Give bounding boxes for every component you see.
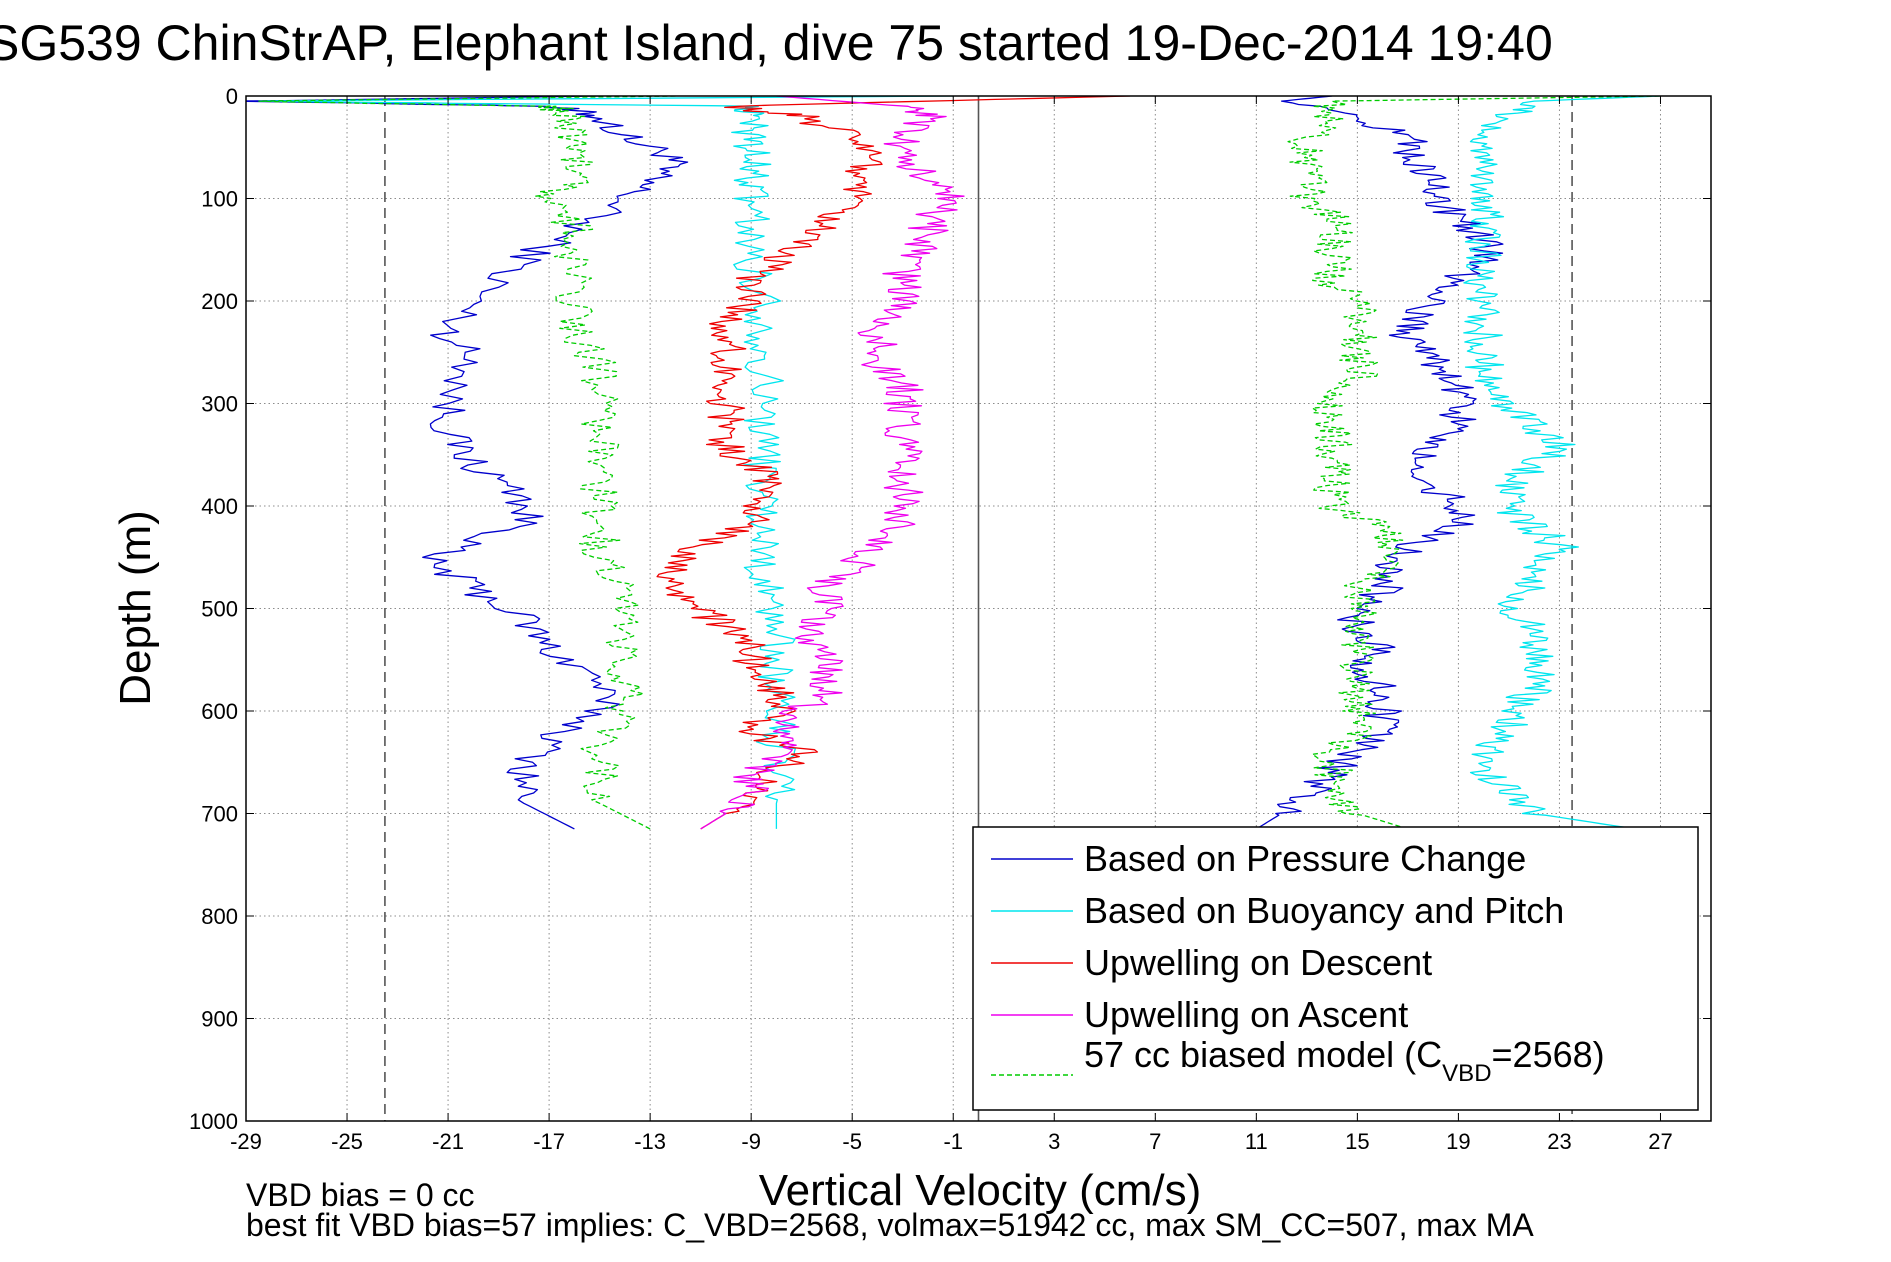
y-tick-label: 100 [201,187,238,212]
legend-label-text: Upwelling on Descent [1084,942,1432,983]
y-tick-label: 600 [201,699,238,724]
series-0 [246,96,1504,830]
legend-label-text: Based on Pressure Change [1084,838,1526,879]
series-4 [258,96,1661,830]
y-tick-label: 400 [201,494,238,519]
x-tick-label: -13 [634,1129,666,1154]
legend-label: Upwelling on Descent [1084,942,1432,983]
series-1 [259,96,1661,830]
chart-title: SG539 ChinStrAP, Elephant Island, dive 7… [0,15,1553,71]
series-2 [656,96,1131,830]
x-axis-label: Vertical Velocity (cm/s) [759,1166,1202,1215]
x-tick-label: -29 [230,1129,262,1154]
x-tick-label: -1 [943,1129,963,1154]
legend-label: 57 cc biased model (CVBD=2568) [1084,1034,1605,1087]
y-tick-label: 500 [201,597,238,622]
x-tick-label: 11 [1245,1129,1268,1154]
y-tick-label: 800 [201,904,238,929]
legend-box [972,826,1699,1111]
x-tick-label: -5 [842,1129,862,1154]
x-tick-label: 3 [1048,1129,1060,1154]
x-tick-label: -9 [741,1129,761,1154]
y-tick-label: 300 [201,392,238,417]
legend-label-suffix: =2568) [1492,1034,1605,1075]
x-tick-label: 15 [1345,1129,1369,1154]
legend-label-text: 57 cc biased model (C [1084,1034,1442,1075]
x-tick-label: -25 [331,1129,363,1154]
x-tick-label: -21 [432,1129,464,1154]
series-1-descent-line [259,96,954,829]
x-tick-label: 27 [1648,1129,1672,1154]
legend-label-text: Upwelling on Ascent [1084,994,1408,1035]
y-tick-label: 900 [201,1007,238,1032]
legend-label-subscript: VBD [1442,1060,1491,1087]
series-3-profile-line [700,96,965,830]
x-tick-label: 19 [1446,1129,1470,1154]
y-tick-label: 200 [201,289,238,314]
x-tick-label: -17 [533,1129,565,1154]
series-0-ascent-line [1255,96,1504,830]
x-tick-label: 7 [1149,1129,1161,1154]
tick-layer: -29 -25 -21 -17 -13 -9 -5 -1 3 7 11 15 19 23 270100200… [189,84,1711,1154]
series-2-profile-line [656,96,1131,830]
series-layer [246,96,1661,830]
series-0-descent-line [246,96,689,830]
series-4-ascent-line [1287,96,1661,830]
legend: Based on Pressure Change Based on Buoyanc… [972,826,1699,1111]
series-4-descent-line [258,96,676,830]
y-tick-label: 0 [226,84,238,109]
series-3 [700,96,965,830]
legend-label: Based on Pressure Change [1084,838,1526,879]
annotation-vbd-bias: VBD bias = 0 cc [246,1177,475,1213]
legend-label: Upwelling on Ascent [1084,994,1408,1035]
legend-label-text: Based on Buoyancy and Pitch [1084,890,1564,931]
y-tick-label: 700 [201,802,238,827]
y-tick-label: 1000 [189,1109,238,1134]
y-axis-label: Depth (m) [111,510,160,706]
annotation-best-fit: best fit VBD bias=57 implies: C_VBD=2568… [246,1207,1534,1243]
x-tick-label: 23 [1547,1129,1571,1154]
series-1-ascent-line [1463,96,1661,830]
legend-label: Based on Buoyancy and Pitch [1084,890,1564,931]
